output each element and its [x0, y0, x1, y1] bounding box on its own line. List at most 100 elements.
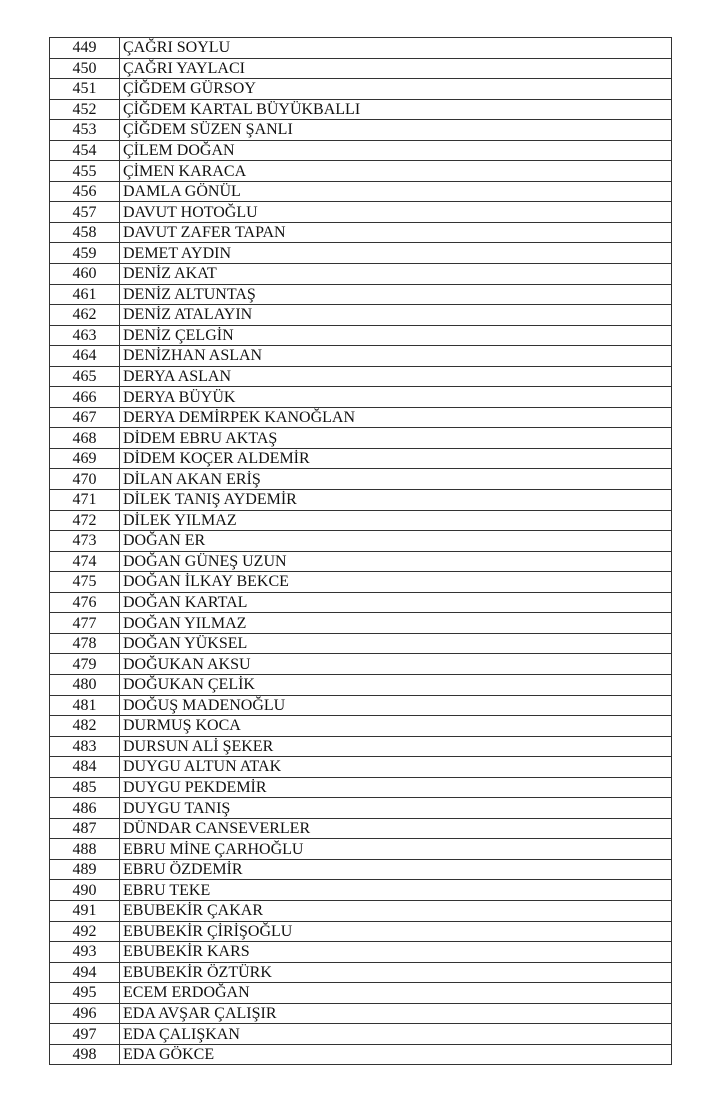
table-row: 494 EBUBEKİR ÖZTÜRK — [49, 961, 672, 984]
row-number: 481 — [49, 694, 120, 717]
table-row: 460 DENİZ AKAT — [49, 263, 672, 285]
person-name: DİDEM KOÇER ALDEMİR — [119, 447, 672, 470]
person-name: DUYGU ALTUN ATAK — [119, 756, 672, 778]
row-number: 458 — [49, 221, 120, 244]
table-row: 489 EBRU ÖZDEMİR — [49, 858, 672, 881]
row-number: 483 — [49, 735, 120, 758]
table-row: 483 DURSUN ALİ ŞEKER — [49, 735, 672, 758]
person-name: DOĞUKAN ÇELİK — [119, 673, 672, 696]
row-number: 494 — [49, 961, 120, 984]
row-number: 486 — [49, 797, 120, 819]
table-row: 471 DİLEK TANIŞ AYDEMİR — [49, 489, 672, 511]
person-name: EBUBEKİR KARS — [119, 941, 672, 963]
table-row: 477 DOĞAN YILMAZ — [49, 612, 672, 634]
person-name: DENİZHAN ASLAN — [119, 345, 672, 367]
person-name: ÇİĞDEM SÜZEN ŞANLI — [119, 119, 672, 141]
table-row: 474 DOĞAN GÜNEŞ UZUN — [49, 550, 672, 573]
person-name: DOĞAN KARTAL — [119, 591, 672, 614]
table-row: 459 DEMET AYDIN — [49, 242, 672, 265]
row-number: 455 — [49, 160, 120, 182]
person-name: DİDEM EBRU AKTAŞ — [119, 427, 672, 449]
row-number: 498 — [49, 1043, 120, 1066]
table-row: 467 DERYA DEMİRPEK KANOĞLAN — [49, 406, 672, 429]
row-number: 474 — [49, 550, 120, 573]
row-number: 472 — [49, 509, 120, 532]
table-row: 498 EDA GÖKCE — [49, 1043, 672, 1066]
table-row: 475 DOĞAN İLKAY BEKCE — [49, 571, 672, 593]
row-number: 452 — [49, 98, 120, 121]
person-name: ÇAĞRI SOYLU — [119, 37, 672, 59]
table-row: 481 DOĞUŞ MADENOĞLU — [49, 694, 672, 717]
table-row: 485 DUYGU PEKDEMİR — [49, 776, 672, 799]
person-name: DOĞUŞ MADENOĞLU — [119, 694, 672, 717]
person-name: DOĞAN YÜKSEL — [119, 632, 672, 655]
person-name: EBUBEKİR ÇİRİŞOĞLU — [119, 920, 672, 943]
person-name: ÇİMEN KARACA — [119, 160, 672, 182]
row-number: 484 — [49, 756, 120, 778]
person-name: DERYA DEMİRPEK KANOĞLAN — [119, 406, 672, 429]
table-row: 462 DENİZ ATALAYIN — [49, 304, 672, 326]
person-name: ÇİĞDEM KARTAL BÜYÜKBALLI — [119, 98, 672, 121]
row-number: 478 — [49, 632, 120, 655]
table-row: 464 DENİZHAN ASLAN — [49, 345, 672, 367]
row-number: 451 — [49, 78, 120, 100]
table-row: 480 DOĞUKAN ÇELİK — [49, 673, 672, 696]
row-number: 464 — [49, 345, 120, 367]
table-row: 496 EDA AVŞAR ÇALIŞIR — [49, 1002, 672, 1025]
table-row: 493 EBUBEKİR KARS — [49, 941, 672, 963]
table-row: 472 DİLEK YILMAZ — [49, 509, 672, 532]
person-name: DERYA BÜYÜK — [119, 386, 672, 408]
person-name: EDA AVŞAR ÇALIŞIR — [119, 1002, 672, 1025]
person-name: DÜNDAR CANSEVERLER — [119, 817, 672, 840]
table-row: 497 EDA ÇALIŞKAN — [49, 1023, 672, 1045]
row-number: 487 — [49, 817, 120, 840]
person-name: DOĞAN İLKAY BEKCE — [119, 571, 672, 593]
row-number: 456 — [49, 180, 120, 203]
table-row: 487 DÜNDAR CANSEVERLER — [49, 817, 672, 840]
table-row: 463 DENİZ ÇELGİN — [49, 324, 672, 347]
row-number: 467 — [49, 406, 120, 429]
person-name: DERYA ASLAN — [119, 365, 672, 388]
table-row: 457 DAVUT HOTOĞLU — [49, 201, 672, 223]
row-number: 471 — [49, 489, 120, 511]
table-row: 492 EBUBEKİR ÇİRİŞOĞLU — [49, 920, 672, 943]
person-name: EBUBEKİR ÖZTÜRK — [119, 961, 672, 984]
row-number: 457 — [49, 201, 120, 223]
row-number: 461 — [49, 283, 120, 306]
row-number: 454 — [49, 139, 120, 162]
row-number: 488 — [49, 838, 120, 860]
person-name: ÇAĞRI YAYLACI — [119, 57, 672, 80]
person-name: DENİZ ÇELGİN — [119, 324, 672, 347]
person-name: DAMLA GÖNÜL — [119, 180, 672, 203]
row-number: 485 — [49, 776, 120, 799]
name-list-table: 449 ÇAĞRI SOYLU 450 ÇAĞRI YAYLACI 451 ÇİĞDEM … — [49, 37, 672, 1066]
table-row: 452 ÇİĞDEM KARTAL BÜYÜKBALLI — [49, 98, 672, 121]
table-row: 456 DAMLA GÖNÜL — [49, 180, 672, 203]
person-name: DUYGU TANIŞ — [119, 797, 672, 819]
table-row: 476 DOĞAN KARTAL — [49, 591, 672, 614]
table-row: 486 DUYGU TANIŞ — [49, 797, 672, 819]
person-name: EBRU TEKE — [119, 879, 672, 901]
table-row: 495 ECEM ERDOĞAN — [49, 982, 672, 1004]
person-name: DEMET AYDIN — [119, 242, 672, 265]
person-name: DİLEK TANIŞ AYDEMİR — [119, 489, 672, 511]
person-name: DURMUŞ KOCA — [119, 715, 672, 737]
row-number: 469 — [49, 447, 120, 470]
table-body: 449 ÇAĞRI SOYLU 450 ÇAĞRI YAYLACI 451 ÇİĞDEM … — [49, 37, 672, 1066]
row-number: 453 — [49, 119, 120, 141]
row-number: 482 — [49, 715, 120, 737]
person-name: DOĞUKAN AKSU — [119, 653, 672, 675]
table-row: 469 DİDEM KOÇER ALDEMİR — [49, 447, 672, 470]
table-row: 451 ÇİĞDEM GÜRSOY — [49, 78, 672, 100]
person-name: DİLAN AKAN ERİŞ — [119, 468, 672, 491]
row-number: 492 — [49, 920, 120, 943]
table-row: 482 DURMUŞ KOCA — [49, 715, 672, 737]
table-row: 473 DOĞAN ER — [49, 530, 672, 552]
person-name: DUYGU PEKDEMİR — [119, 776, 672, 799]
table-row: 450 ÇAĞRI YAYLACI — [49, 57, 672, 80]
person-name: DAVUT ZAFER TAPAN — [119, 221, 672, 244]
table-row: 479 DOĞUKAN AKSU — [49, 653, 672, 675]
person-name: ECEM ERDOĞAN — [119, 982, 672, 1004]
person-name: EBRU MİNE ÇARHOĞLU — [119, 838, 672, 860]
row-number: 465 — [49, 365, 120, 388]
